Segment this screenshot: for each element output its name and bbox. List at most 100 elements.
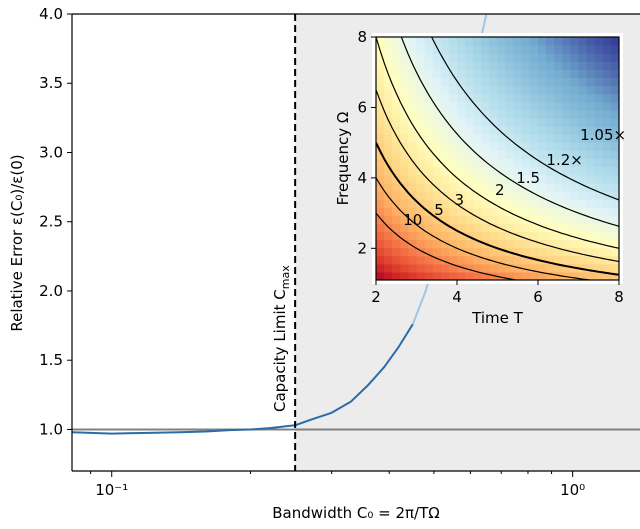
heatmap-cell xyxy=(392,53,401,62)
heatmap-cell xyxy=(538,61,547,70)
heatmap-cell xyxy=(465,263,474,273)
heatmap-cell xyxy=(586,150,596,160)
heatmap-cell xyxy=(529,85,539,95)
heatmap-cell xyxy=(416,182,426,192)
heatmap-cell xyxy=(610,118,619,127)
heatmap-cell xyxy=(594,109,604,119)
heatmap-cell xyxy=(416,199,426,208)
heatmap-cell xyxy=(489,166,499,176)
heatmap-cell xyxy=(538,263,547,273)
heatmap-cell xyxy=(578,77,588,87)
heatmap-cell xyxy=(384,263,393,273)
heatmap-cell xyxy=(424,215,434,224)
heatmap-cell xyxy=(473,134,482,143)
heatmap-cell xyxy=(546,69,555,79)
heatmap-cell xyxy=(594,85,604,95)
heatmap-cell xyxy=(610,166,619,176)
heatmap-cell xyxy=(448,126,458,135)
heatmap-cell xyxy=(392,182,401,192)
heatmap-cell xyxy=(578,207,588,216)
heatmap-cell xyxy=(473,271,482,280)
heatmap-cell xyxy=(538,77,547,87)
heatmap-cell xyxy=(424,190,434,200)
heatmap-cell xyxy=(578,215,588,224)
heatmap-cell xyxy=(529,182,539,192)
heatmap-cell xyxy=(416,126,426,135)
heatmap-cell xyxy=(554,85,563,95)
heatmap-cell xyxy=(440,271,450,280)
heatmap-cell xyxy=(457,53,466,62)
heatmap-cell xyxy=(489,101,499,111)
heatmap-cell xyxy=(489,231,499,241)
heatmap-cell xyxy=(602,45,612,54)
heatmap-cell xyxy=(513,182,523,192)
heatmap-cell xyxy=(424,255,434,265)
heatmap-cell xyxy=(448,158,458,168)
heatmap-cell xyxy=(538,142,547,151)
heatmap-cell xyxy=(424,109,434,119)
heatmap-cell xyxy=(392,255,401,265)
heatmap-cell xyxy=(529,271,539,280)
heatmap-cell xyxy=(521,69,531,79)
heatmap-cell xyxy=(465,101,474,111)
heatmap-cell xyxy=(505,271,515,280)
heatmap-cell xyxy=(521,85,531,95)
heatmap-cell xyxy=(578,166,588,176)
heatmap-cell xyxy=(489,61,499,70)
heatmap-cell xyxy=(521,126,531,135)
heatmap-cell xyxy=(457,174,466,184)
heatmap-cell xyxy=(546,190,555,200)
heatmap-cell xyxy=(594,53,604,62)
heatmap-cell xyxy=(465,134,474,143)
heatmap-cell xyxy=(505,134,515,143)
heatmap-cell xyxy=(408,37,418,46)
heatmap-cell xyxy=(384,101,393,111)
heatmap-cell xyxy=(602,255,612,265)
heatmap-cell xyxy=(440,61,450,70)
heatmap-cell xyxy=(602,239,612,249)
heatmap-cell xyxy=(376,61,385,70)
heatmap-cell xyxy=(586,199,596,208)
heatmap-cell xyxy=(384,37,393,46)
heatmap-cell xyxy=(424,239,434,249)
heatmap-cell xyxy=(505,199,515,208)
heatmap-cell xyxy=(554,134,563,143)
heatmap-cell xyxy=(521,101,531,111)
heatmap-cell xyxy=(432,109,442,119)
heatmap-cell xyxy=(457,142,466,151)
heatmap-cell xyxy=(586,271,596,280)
heatmap-cell xyxy=(392,190,401,200)
heatmap-cell xyxy=(546,37,555,46)
heatmap-cell xyxy=(578,45,588,54)
heatmap-cell xyxy=(497,215,507,224)
heatmap-cell xyxy=(408,166,418,176)
heatmap-cell xyxy=(546,223,555,232)
heatmap-cell xyxy=(400,166,409,176)
heatmap-cell xyxy=(554,37,563,46)
heatmap-cell xyxy=(424,37,434,46)
heatmap-cell xyxy=(448,255,458,265)
heatmap-cell xyxy=(562,101,571,111)
heatmap-cell xyxy=(521,61,531,70)
heatmap-cell xyxy=(376,199,385,208)
heatmap-cell xyxy=(586,158,596,168)
heatmap-cell xyxy=(586,247,596,257)
heatmap-cell xyxy=(489,223,499,232)
heatmap-cell xyxy=(392,223,401,232)
heatmap-cell xyxy=(408,174,418,184)
heatmap-cell xyxy=(610,126,619,135)
heatmap-cell xyxy=(400,77,409,87)
heatmap-cell xyxy=(570,134,580,143)
heatmap-cell xyxy=(416,118,426,127)
heatmap-cell xyxy=(489,126,499,135)
heatmap-cell xyxy=(376,207,385,216)
heatmap-cell xyxy=(432,239,442,249)
heatmap-cell xyxy=(594,263,604,273)
heatmap-cell xyxy=(505,77,515,87)
heatmap-cell xyxy=(513,223,523,232)
heatmap-cell xyxy=(400,247,409,257)
heatmap-cell xyxy=(513,101,523,111)
heatmap-cell xyxy=(416,174,426,184)
heatmap-cell xyxy=(465,150,474,160)
heatmap-cell xyxy=(594,134,604,143)
